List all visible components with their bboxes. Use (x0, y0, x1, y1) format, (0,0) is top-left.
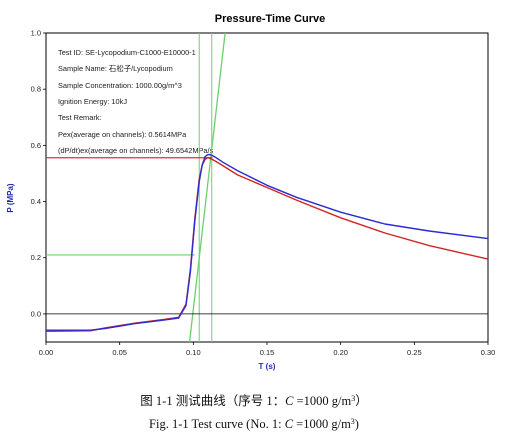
tangent-line (188, 32, 226, 343)
y-tick-label: 0.8 (31, 85, 41, 94)
y-tick-label: 0.2 (31, 253, 41, 262)
caption-en: Fig. 1-1 Test curve (No. 1: C =1000 g/m3… (149, 417, 359, 432)
info-test-remark: Test Remark: (58, 113, 102, 122)
x-tick-label: 0.00 (39, 348, 54, 357)
info-test-id: Test ID: SE-Lycopodium-C1000-E10000-1 (58, 48, 196, 57)
y-ticks: 0.0 0.2 0.4 0.6 0.8 1.0 (31, 29, 46, 318)
x-tick-label: 0.20 (333, 348, 348, 357)
x-tick-label: 0.30 (481, 348, 496, 357)
series-layer (45, 153, 489, 332)
info-dpdt: (dP/dt)ex(average on channels): 49.6542M… (58, 146, 214, 155)
x-tick-label: 0.15 (260, 348, 275, 357)
y-tick-label: 0.0 (31, 309, 41, 318)
x-tick-label: 0.05 (112, 348, 127, 357)
y-axis-label: P (MPa) (6, 183, 15, 213)
info-ignition-energy: Ignition Energy: 10kJ (58, 97, 127, 106)
x-axis-label: T (s) (259, 362, 276, 371)
chart-title: Pressure-Time Curve (215, 13, 325, 25)
x-ticks: 0.00 0.05 0.10 0.15 0.20 0.25 0.30 (39, 342, 496, 357)
info-pex: Pex(average on channels): 0.5614MPa (58, 130, 187, 139)
series-line-1 (46, 153, 489, 331)
info-block: Test ID: SE-Lycopodium-C1000-E10000-1 Sa… (58, 48, 214, 155)
x-tick-label: 0.10 (186, 348, 201, 357)
y-tick-label: 1.0 (31, 29, 41, 38)
y-tick-label: 0.4 (31, 197, 41, 206)
info-sample-name: Sample Name: 石松子/Lycopodium (58, 64, 173, 73)
caption-zh: 图 1-1 测试曲线（序号 1：C =1000 g/m3） (140, 393, 367, 408)
info-sample-concentration: Sample Concentration: 1000.00g/m^3 (58, 81, 182, 90)
x-tick-label: 0.25 (407, 348, 422, 357)
y-tick-label: 0.6 (31, 141, 41, 150)
